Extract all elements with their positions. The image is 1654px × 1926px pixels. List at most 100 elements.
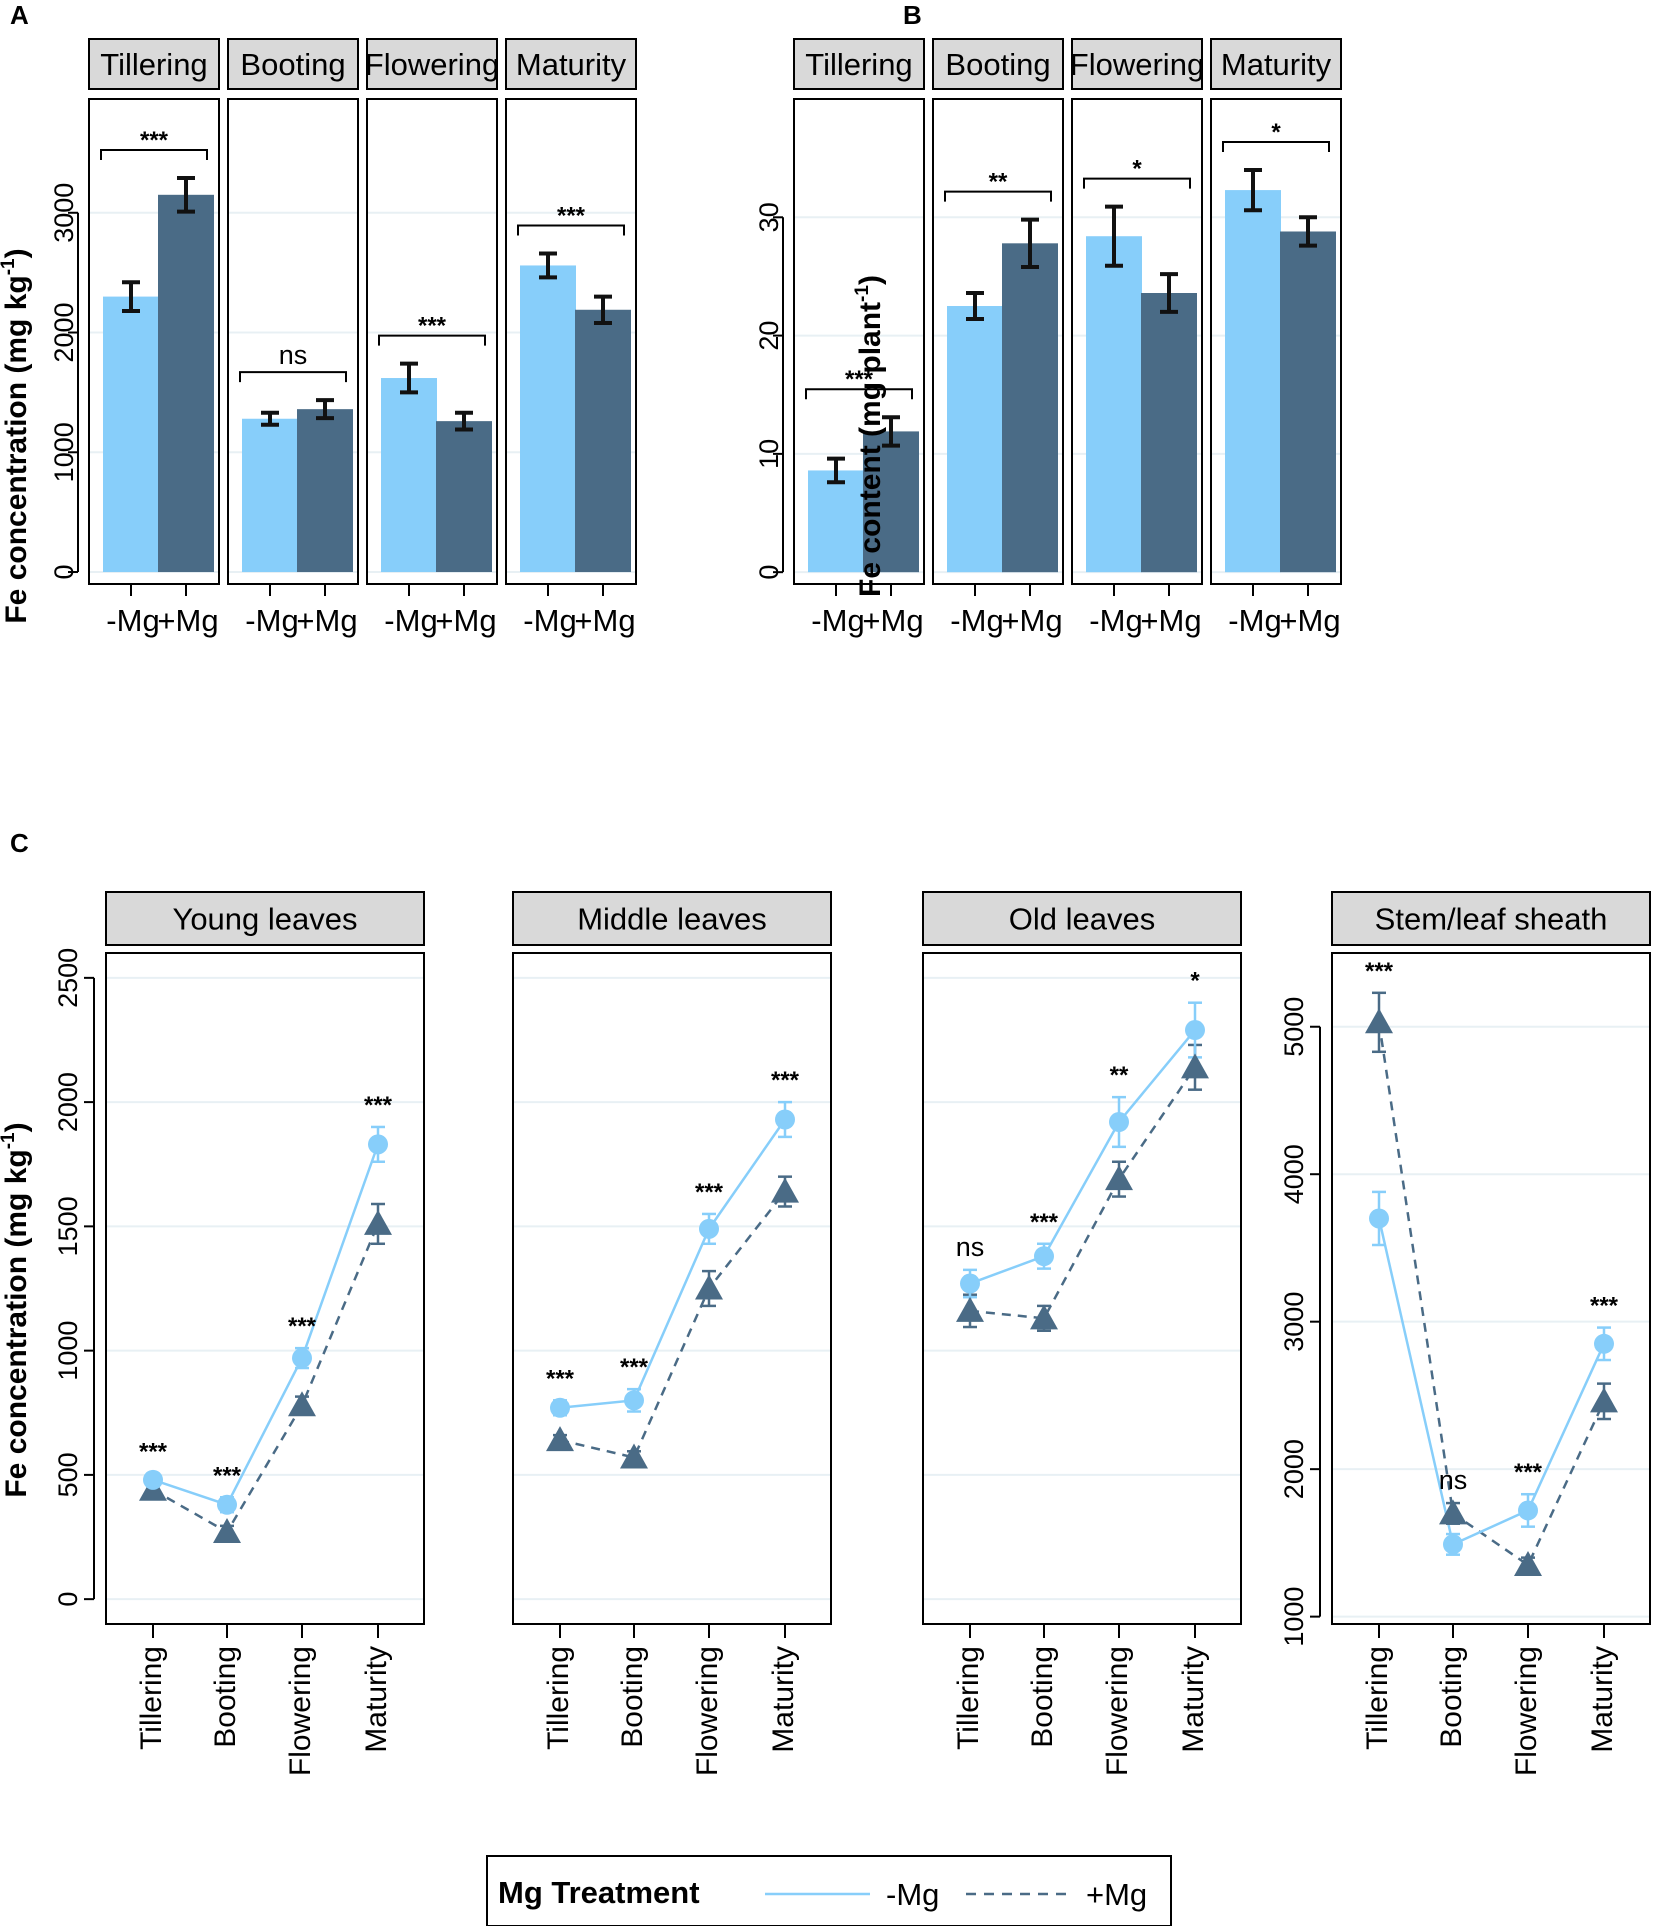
x-tick-label: +Mg: [1140, 603, 1201, 638]
significance-label: **: [1110, 1062, 1129, 1089]
series-line-minus-mg: [1377, 1218, 1606, 1547]
x-tick-label: Flowering: [1101, 1646, 1134, 1776]
significance-label: ***: [139, 1439, 168, 1466]
error-bar-minus-mg: [966, 291, 984, 322]
y-axis-title-b: Fe content (mg plant-1): [852, 275, 887, 597]
facet-strip: [793, 38, 925, 90]
y-tick-label: 1000: [53, 1321, 83, 1381]
significance-bracket: [239, 371, 347, 383]
significance-label: ns: [956, 1232, 985, 1262]
y-tick-label: 0: [49, 565, 79, 580]
significance-label: ***: [557, 202, 586, 229]
significance-label: ns: [279, 340, 308, 370]
error-bar-plus-mg: [594, 294, 612, 325]
y-tick-label: 0: [53, 1592, 83, 1607]
bar-minus-mg: [381, 378, 437, 573]
significance-label: *: [1271, 119, 1281, 146]
point-minus-mg: [1369, 1208, 1389, 1229]
error-bar-minus-mg: [1244, 167, 1262, 213]
facet-border: [1210, 98, 1342, 585]
facet-strip: [1210, 38, 1342, 90]
x-tick-label: Tillering: [135, 1646, 168, 1750]
point-minus-mg: [699, 1218, 719, 1239]
point-plus-mg: [1181, 1053, 1209, 1079]
point-minus-mg: [1034, 1246, 1054, 1267]
point-plus-mg: [213, 1518, 241, 1544]
point-minus-mg: [143, 1469, 163, 1490]
facet-border: [1071, 98, 1203, 585]
x-tick-label: +Mg: [574, 603, 635, 638]
significance-label: ***: [213, 1462, 242, 1489]
bar-minus-mg: [520, 265, 576, 573]
x-tick-label: Maturity: [360, 1646, 393, 1753]
error-bar-plus-mg: [882, 415, 900, 448]
error-bar-minus-mg: [122, 280, 140, 313]
series-line-minus-mg: [559, 1118, 787, 1410]
x-tick-label: -Mg: [811, 603, 864, 638]
point-minus-mg: [292, 1348, 312, 1369]
y-tick-label: 3000: [1279, 1292, 1309, 1352]
facet-strip-label: Tillering: [805, 47, 912, 82]
facet-border: [932, 98, 1064, 585]
bar-plus-mg: [1002, 243, 1058, 573]
facet-strip-label: Booting: [945, 47, 1050, 82]
facet-border: [88, 98, 220, 585]
facet-border: [366, 98, 498, 585]
x-tick-label: Maturity: [1586, 1646, 1619, 1753]
x-tick-label: Tillering: [952, 1646, 985, 1750]
legend-title: Mg Treatment: [498, 1875, 700, 1910]
facet-strip: [88, 38, 220, 90]
bar-plus-mg: [158, 194, 214, 573]
significance-label: ***: [1030, 1209, 1059, 1236]
significance-label: ***: [845, 366, 874, 393]
point-minus-mg: [775, 1109, 795, 1130]
facet-strip: [1331, 891, 1651, 946]
significance-label: ***: [140, 127, 169, 154]
significance-bracket: [805, 388, 913, 400]
x-tick-label: Booting: [1026, 1646, 1059, 1748]
x-tick-label: Booting: [616, 1646, 649, 1748]
series-line-plus-mg: [152, 1223, 380, 1534]
point-minus-mg: [1594, 1333, 1614, 1354]
point-plus-mg: [956, 1296, 984, 1322]
significance-label: ***: [1365, 958, 1394, 985]
error-bar-plus-mg: [316, 398, 334, 421]
significance-label: ***: [418, 313, 447, 340]
x-tick-label: Booting: [209, 1646, 242, 1748]
significance-bracket: [1222, 140, 1330, 152]
significance-label: ns: [1439, 1465, 1468, 1495]
y-tick-label: 30: [754, 202, 784, 232]
facet-border: [793, 98, 925, 585]
significance-bracket: [100, 149, 208, 161]
significance-label: ***: [546, 1365, 575, 1392]
point-minus-mg: [1443, 1534, 1463, 1555]
bar-plus-mg: [297, 409, 353, 573]
y-tick-label: 5000: [1279, 997, 1309, 1057]
error-bar-minus-mg: [1105, 204, 1123, 268]
y-axis-title-c: Fe concentration (mg kg-1): [0, 1122, 33, 1497]
facet-border: [505, 98, 637, 585]
significance-label: ***: [1590, 1293, 1619, 1320]
facet-border: [922, 952, 1242, 1625]
point-plus-mg: [364, 1209, 392, 1235]
x-tick-label: +Mg: [435, 603, 496, 638]
plot-layer: 0100020003000Tillering***-Mg+MgBootingns…: [49, 38, 1651, 1776]
bar-minus-mg: [808, 470, 864, 573]
series-line-minus-mg: [152, 1143, 380, 1507]
error-bar-minus-mg: [400, 361, 418, 395]
point-plus-mg: [1365, 1008, 1393, 1034]
x-tick-label: -Mg: [523, 603, 576, 638]
x-tick-label: Maturity: [767, 1646, 800, 1753]
facet-border: [105, 952, 425, 1625]
point-plus-mg: [771, 1177, 799, 1203]
bar-plus-mg: [436, 421, 492, 573]
x-tick-label: -Mg: [245, 603, 298, 638]
x-tick-label: Tillering: [1361, 1646, 1394, 1750]
point-minus-mg: [368, 1134, 388, 1155]
facet-border: [512, 952, 832, 1625]
y-tick-label: 0: [754, 565, 784, 580]
facet-strip-label: Old leaves: [1009, 902, 1155, 937]
facet-strip-label: Maturity: [516, 47, 627, 82]
y-tick-label: 2000: [49, 302, 79, 362]
bar-plus-mg: [863, 431, 919, 573]
